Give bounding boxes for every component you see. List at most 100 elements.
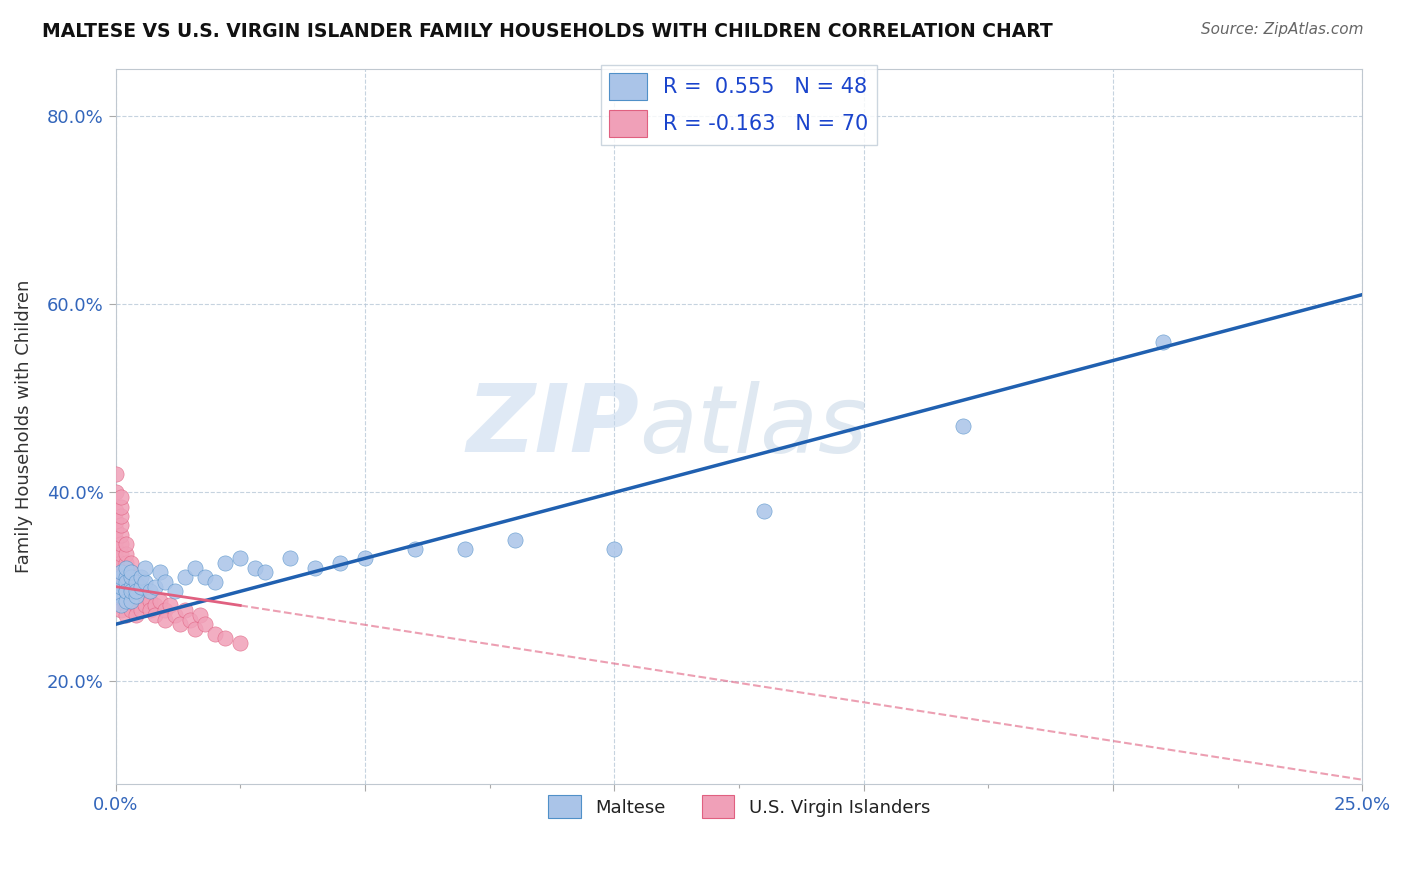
Point: [124, 599, 146, 613]
Point: [129, 580, 152, 594]
Point: [110, 593, 132, 607]
Text: ZIP: ZIP: [467, 381, 640, 473]
Point: [165, 607, 187, 622]
Point: [134, 561, 156, 575]
Point: [145, 580, 167, 594]
Point: [114, 593, 136, 607]
Point: [129, 570, 152, 584]
Point: [120, 566, 142, 580]
Point: [145, 599, 167, 613]
Point: [110, 490, 132, 504]
Point: [134, 589, 156, 603]
Point: [129, 603, 152, 617]
Point: [120, 593, 142, 607]
Point: [139, 593, 162, 607]
Point: [110, 566, 132, 580]
Point: [155, 603, 177, 617]
Point: [124, 607, 146, 622]
Point: [134, 599, 156, 613]
Point: [190, 607, 212, 622]
Point: [114, 556, 136, 570]
Point: [204, 574, 226, 589]
Point: [129, 593, 152, 607]
Point: [120, 574, 142, 589]
Point: [454, 541, 477, 556]
Point: [120, 603, 142, 617]
Point: [114, 566, 136, 580]
Point: [114, 574, 136, 589]
Point: [174, 603, 197, 617]
Point: [329, 556, 352, 570]
Legend: Maltese, U.S. Virgin Islanders: Maltese, U.S. Virgin Islanders: [541, 788, 938, 825]
Point: [110, 580, 132, 594]
Point: [184, 622, 207, 636]
Point: [304, 561, 326, 575]
Point: [169, 617, 191, 632]
Point: [229, 636, 252, 650]
Point: [120, 584, 142, 599]
Point: [120, 570, 142, 584]
Point: [104, 599, 127, 613]
Point: [104, 504, 127, 518]
Point: [114, 584, 136, 599]
Point: [204, 626, 226, 640]
Point: [104, 533, 127, 547]
Point: [114, 537, 136, 551]
Point: [278, 551, 301, 566]
Point: [104, 514, 127, 528]
Point: [354, 551, 377, 566]
Point: [603, 541, 626, 556]
Point: [104, 570, 127, 584]
Point: [120, 580, 142, 594]
Point: [104, 584, 127, 599]
Point: [114, 589, 136, 603]
Point: [104, 551, 127, 566]
Point: [110, 584, 132, 599]
Point: [114, 607, 136, 622]
Point: [110, 566, 132, 580]
Point: [159, 599, 181, 613]
Point: [114, 584, 136, 599]
Point: [214, 632, 236, 646]
Point: [254, 566, 277, 580]
Point: [104, 584, 127, 599]
Point: [104, 574, 127, 589]
Y-axis label: Family Households with Children: Family Households with Children: [15, 280, 32, 574]
Point: [110, 547, 132, 561]
Point: [110, 570, 132, 584]
Point: [110, 537, 132, 551]
Point: [120, 593, 142, 607]
Point: [110, 599, 132, 613]
Point: [110, 574, 132, 589]
Point: [110, 556, 132, 570]
Point: [120, 566, 142, 580]
Point: [114, 574, 136, 589]
Point: [179, 613, 201, 627]
Point: [104, 561, 127, 575]
Point: [124, 574, 146, 589]
Text: Source: ZipAtlas.com: Source: ZipAtlas.com: [1201, 22, 1364, 37]
Point: [139, 584, 162, 599]
Point: [120, 584, 142, 599]
Point: [110, 603, 132, 617]
Point: [155, 613, 177, 627]
Point: [139, 603, 162, 617]
Point: [104, 589, 127, 603]
Point: [124, 574, 146, 589]
Point: [114, 584, 136, 599]
Point: [124, 584, 146, 599]
Point: [124, 584, 146, 599]
Point: [104, 523, 127, 537]
Point: [149, 593, 172, 607]
Point: [174, 570, 197, 584]
Point: [129, 584, 152, 599]
Point: [194, 617, 217, 632]
Point: [952, 419, 974, 434]
Text: atlas: atlas: [640, 381, 868, 472]
Point: [110, 518, 132, 533]
Point: [149, 566, 172, 580]
Point: [104, 485, 127, 500]
Point: [110, 508, 132, 523]
Point: [214, 556, 236, 570]
Point: [104, 541, 127, 556]
